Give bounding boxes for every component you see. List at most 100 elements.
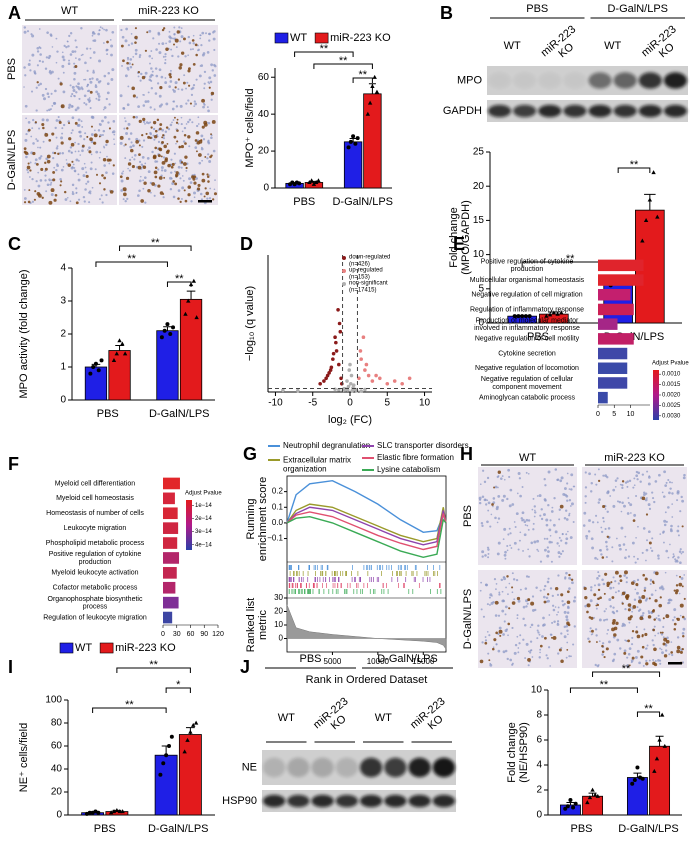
nucleus [503,478,506,481]
nucleus [88,99,92,103]
stained-cell [63,190,67,194]
nucleus [584,501,587,504]
nucleus [138,55,141,59]
nucleus [548,540,552,544]
nucleus [185,169,188,172]
bar [598,318,618,330]
data-point [96,368,101,373]
nucleus [200,147,204,151]
nucleus [492,505,494,508]
error-bar [349,138,357,142]
nucleus [605,618,609,621]
y-tick-label: 2 [60,329,66,340]
nucleus [157,168,160,171]
data-point [161,761,166,766]
nucleus [643,628,646,631]
nucleus [480,522,484,525]
nucleus [112,130,116,134]
nucleus [80,86,83,89]
nucleus [203,70,207,74]
nucleus [616,638,620,642]
nucleus [486,476,490,480]
stained-cell [527,658,531,662]
nucleus [482,469,485,472]
nucleus [662,636,665,639]
nucleus [664,571,667,574]
nucleus [667,478,670,481]
nucleus [163,169,167,172]
nucleus [527,650,530,653]
nucleus [62,90,66,94]
data-point [183,311,188,316]
nucleus [558,518,561,521]
category-label: Negative regulation of cellular component… [481,376,574,391]
panel-letter: A [8,3,21,23]
nucleus [47,56,51,60]
stained-cell [665,614,670,619]
blot-band [538,104,562,118]
nucleus [557,611,560,613]
nucleus [507,468,511,472]
nucleus [654,634,657,637]
nucleus [636,557,639,561]
panel-letter: C [8,234,21,254]
stained-cell [621,602,624,605]
nucleus [41,60,44,63]
nucleus [183,74,186,77]
data-point [363,368,367,372]
nucleus [529,649,532,652]
nucleus [531,608,535,612]
nucleus [91,34,94,37]
nucleus [71,92,74,96]
nucleus [78,130,81,134]
nucleus [507,593,509,596]
nucleus [676,636,680,639]
stained-cell [642,573,645,577]
stained-cell [137,70,141,74]
nucleus [44,67,48,70]
nucleus [70,132,73,134]
y-tick-label: 100 [45,695,62,706]
stained-cell [652,661,656,666]
nucleus [526,602,529,605]
nucleus [627,652,631,656]
nucleus [87,149,89,151]
nucleus [197,44,199,47]
nucleus [552,523,556,527]
nucleus [30,135,33,138]
stained-cell [204,187,207,190]
nucleus [649,547,652,549]
nucleus [171,107,175,111]
stained-cell [648,541,652,545]
data-point [311,181,317,186]
nucleus [154,92,158,95]
nucleus [153,194,156,197]
nucleus [598,640,601,643]
nucleus [206,106,209,108]
nucleus [504,649,508,653]
stained-cell [177,197,180,200]
nucleus [27,171,30,174]
stained-cell [75,201,79,205]
stained-cell [52,178,56,182]
column-header: WT [519,452,536,464]
nucleus [683,574,686,576]
stained-cell [154,135,158,139]
nucleus [517,647,520,649]
data-point [359,389,363,393]
bar [598,303,634,316]
nucleus [546,537,549,540]
nucleus [122,198,125,201]
nucleus [27,63,31,67]
stained-cell [527,598,531,602]
stained-cell [588,616,592,619]
nucleus [619,547,622,551]
stained-cell [98,182,102,185]
nucleus [35,180,38,183]
stained-cell [52,170,56,174]
bar [598,362,628,374]
nucleus [645,559,647,562]
nucleus [594,628,598,631]
stained-cell [627,639,630,643]
nucleus [660,648,663,651]
